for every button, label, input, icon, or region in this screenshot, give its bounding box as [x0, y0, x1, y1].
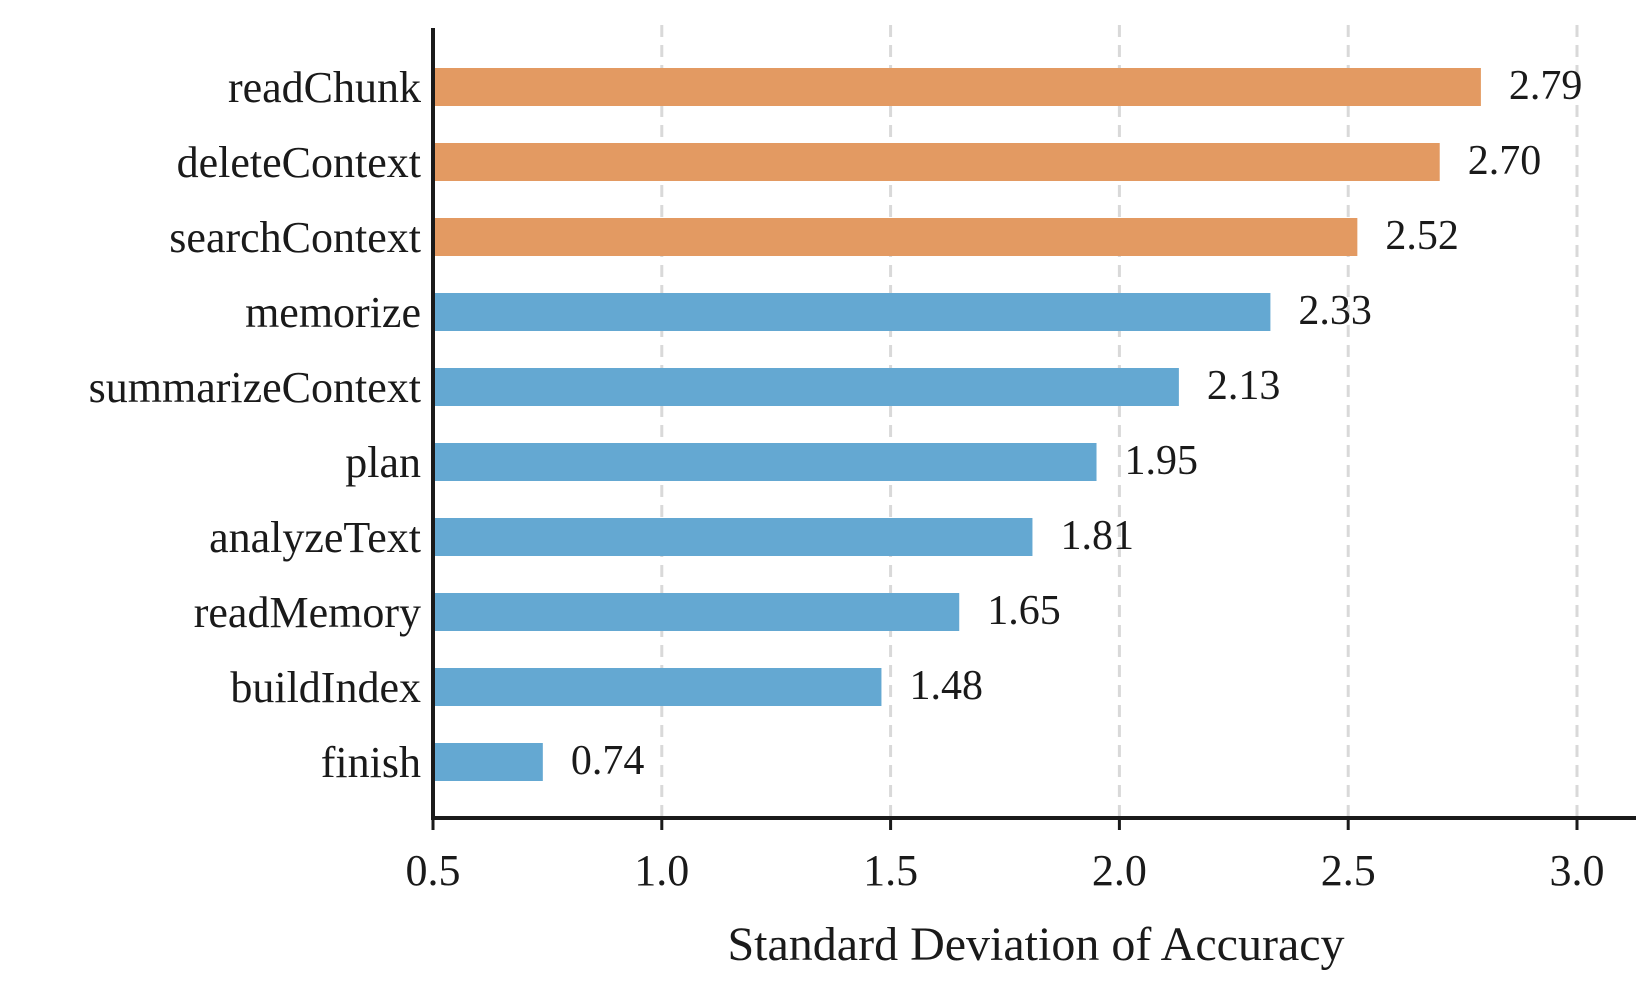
value-label: 0.74 — [571, 738, 645, 784]
x-tick-label: 3.0 — [1550, 846, 1605, 895]
bar-memorize — [433, 293, 1271, 331]
bar-summarizeContext — [433, 368, 1179, 406]
x-tick-label: 0.5 — [406, 846, 461, 895]
category-label: deleteContext — [177, 138, 421, 187]
category-label: buildIndex — [230, 663, 421, 712]
bar-plan — [433, 443, 1097, 481]
x-tick-label: 2.5 — [1321, 846, 1376, 895]
x-tick-label: 1.5 — [863, 846, 918, 895]
axes — [431, 28, 1636, 830]
category-label: searchContext — [169, 213, 421, 262]
bars — [433, 68, 1481, 781]
bar-readChunk — [433, 68, 1481, 106]
value-label: 1.81 — [1060, 513, 1134, 559]
value-label: 2.79 — [1509, 63, 1583, 109]
category-label: readChunk — [228, 63, 421, 112]
bar-searchContext — [433, 218, 1358, 256]
category-label: readMemory — [194, 588, 421, 637]
x-tick-label: 1.0 — [634, 846, 689, 895]
value-label: 2.70 — [1468, 138, 1542, 184]
category-label: finish — [321, 738, 421, 787]
category-label: summarizeContext — [89, 363, 421, 412]
value-label: 2.13 — [1207, 363, 1281, 409]
bar-deleteContext — [433, 143, 1440, 181]
bar-buildIndex — [433, 668, 882, 706]
labels: readChunk 2.79 deleteContext 2.70 searchCont… — [89, 63, 1605, 895]
value-label: 2.33 — [1298, 288, 1372, 334]
category-label: plan — [345, 438, 421, 487]
bar-analyzeText — [433, 518, 1033, 556]
value-label: 2.52 — [1385, 213, 1459, 259]
x-axis-title: Standard Deviation of Accuracy — [727, 918, 1344, 971]
category-label: memorize — [245, 288, 421, 337]
x-tick-label: 2.0 — [1092, 846, 1147, 895]
category-label: analyzeText — [209, 513, 421, 562]
value-label: 1.95 — [1125, 438, 1199, 484]
bar-readMemory — [433, 593, 960, 631]
bar-finish — [433, 743, 543, 781]
value-label: 1.48 — [909, 663, 983, 709]
value-label: 1.65 — [987, 588, 1061, 634]
